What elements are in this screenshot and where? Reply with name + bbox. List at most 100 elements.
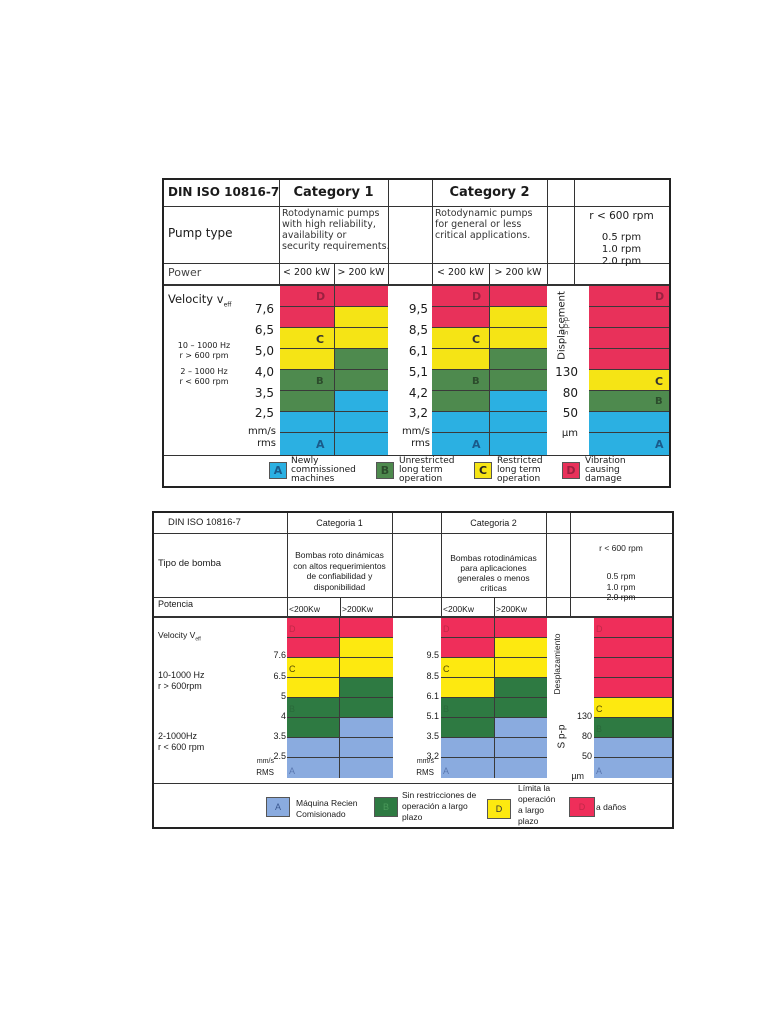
zone-a <box>441 758 494 778</box>
divider <box>164 455 669 456</box>
zone-a <box>594 758 672 778</box>
desc-line: generales o menos <box>457 573 530 583</box>
tick-label: 4,2 <box>408 386 428 400</box>
rpm-values: 0.5 rpm 1.0 rpm 2.0 rpm <box>570 571 672 603</box>
legend-line: commissioned <box>291 465 356 475</box>
displacement-subscript: S p-p <box>562 316 570 336</box>
divider <box>154 533 672 534</box>
legend-text-d: a daños <box>596 803 626 812</box>
legend-text-b: Unrestricted long term operation <box>399 457 454 484</box>
rpm-value: 0.5 rpm <box>601 232 642 243</box>
zone-c <box>495 658 547 678</box>
legend-line: machines <box>291 474 335 484</box>
zone-a <box>280 433 334 455</box>
zone-letter-c: C <box>316 333 325 346</box>
power-low: < 200 kW <box>282 267 331 278</box>
desc-line: availability or <box>282 230 347 241</box>
legend-line: causing <box>585 465 620 475</box>
legend-text-b: Sin restricciones de operación a largo p… <box>402 790 476 823</box>
legend-text-c: Límita la operación a largo plazo <box>518 783 555 827</box>
range-line: r < 600 rpm <box>179 377 229 386</box>
zone-d <box>490 286 547 307</box>
tick-label: 9,5 <box>408 302 428 316</box>
divider <box>570 513 571 616</box>
zone-d <box>495 618 547 638</box>
power-high: >200Kw <box>496 604 527 614</box>
zone-a <box>340 758 393 778</box>
divider <box>164 263 669 264</box>
displacement-axis-label: Desplazamiento S p-p <box>548 621 570 749</box>
tick-label: 2.5 <box>273 751 286 761</box>
category-2-description: Rotodynamic pumps for general or less cr… <box>435 208 532 241</box>
category-2-header: Categoria 2 <box>470 518 517 528</box>
zone-d <box>594 658 672 678</box>
tick-label: 50 <box>581 751 592 761</box>
zone-a <box>490 412 547 433</box>
zone-d <box>441 638 494 658</box>
frequency-range-1: 10-1000 Hz r > 600rpm <box>158 670 205 692</box>
zone-b <box>432 391 489 412</box>
tick-label: 8.5 <box>426 671 439 681</box>
zone-a <box>340 718 393 738</box>
zone-letter-b: B <box>316 376 324 387</box>
zone-a <box>490 391 547 412</box>
desc-line: Bombas roto dinámicas <box>295 550 384 560</box>
pump-type-label: Tipo de bomba <box>158 558 222 569</box>
zone-a <box>495 718 547 738</box>
zone-letter-a: A <box>596 766 603 776</box>
zone-a <box>335 433 388 455</box>
tick-label: 3.5 <box>426 731 439 741</box>
tick-label: 4,0 <box>254 365 274 379</box>
zone-d <box>432 286 489 307</box>
zone-c <box>594 698 672 718</box>
legend-line: long term <box>497 465 541 475</box>
zone-letter-b: B <box>443 704 450 714</box>
tick-label: 3.5 <box>273 731 286 741</box>
unit-label: mm/s <box>401 426 430 437</box>
zone-a <box>490 433 547 455</box>
frequency-range-2: 2 – 1000 Hz r < 600 rpm <box>164 367 244 387</box>
zone-letter-d: D <box>596 624 603 634</box>
desc-line: Rotodynamic pumps <box>435 208 533 219</box>
tick-label: 50 <box>562 406 578 420</box>
unit-label: µm <box>561 428 578 439</box>
displacement-axis-label: Displacement S p-p <box>550 291 574 362</box>
tick-label: 5 <box>280 691 286 701</box>
legend-line: operation <box>399 474 443 484</box>
unit-label: mm/s <box>247 426 276 437</box>
divider <box>546 513 547 616</box>
rpm-header: r < 600 rpm <box>589 210 654 222</box>
legend-text-a: Máquina Recien Comisionado <box>296 798 357 820</box>
zone-b <box>280 370 334 391</box>
zone-a <box>495 758 547 778</box>
rpm-value: 1.0 rpm <box>601 244 642 255</box>
power-high: >200Kw <box>342 604 373 614</box>
zone-letter-c: C <box>443 664 450 674</box>
zone-c <box>441 658 494 678</box>
divider <box>287 513 288 616</box>
zone-d <box>441 618 494 638</box>
velocity-label: Velocity veff <box>168 292 231 308</box>
unit-label: mm/s <box>416 758 434 765</box>
legend-line: Newly <box>291 456 319 466</box>
zone-a <box>335 412 388 433</box>
tick-label: 4 <box>280 711 286 721</box>
desc-line: critical applications. <box>435 230 531 241</box>
pump-type-label: Pump type <box>168 226 233 240</box>
category-1-description: Rotodynamic pumps with high reliability,… <box>282 208 390 252</box>
unit-label: µm <box>571 771 584 781</box>
zone-a <box>589 412 669 433</box>
zone-c <box>340 638 393 658</box>
zone-c <box>589 370 669 391</box>
legend-text-a: Newly commissioned machines <box>291 457 356 484</box>
zone-b <box>495 678 547 698</box>
tick-label: 5,1 <box>408 365 428 379</box>
legend-swatch-d: D <box>562 462 580 479</box>
divider <box>441 513 442 616</box>
power-high: > 200 kW <box>494 267 542 278</box>
zone-c <box>287 678 339 698</box>
divider <box>340 597 341 616</box>
legend-line: Sin restricciones de <box>402 790 477 800</box>
divider <box>494 597 495 616</box>
desc-line: Bombas rotodinámicas <box>450 553 537 563</box>
